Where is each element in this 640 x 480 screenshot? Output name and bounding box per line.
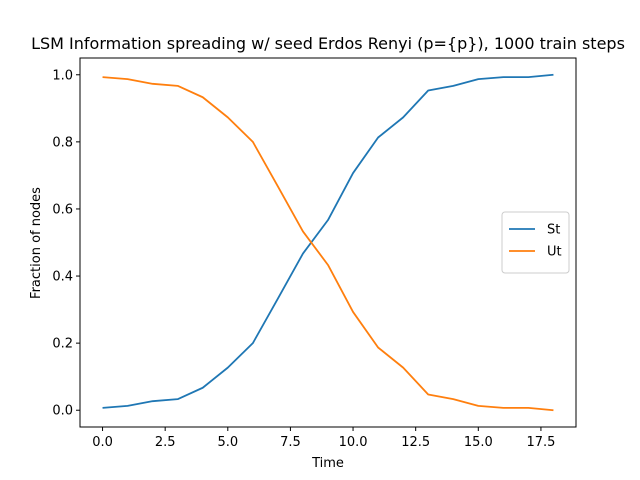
legend-box (501, 211, 570, 274)
legend-label-ut: Ut (547, 245, 562, 260)
x-tick-label: 5.0 (217, 435, 238, 450)
legend-label-st: St (547, 223, 560, 238)
y-tick-label: 0.0 (52, 404, 73, 419)
series-line-st (102, 73, 554, 409)
y-tick-label: 0.6 (52, 202, 73, 217)
x-tick-label: 0.0 (92, 435, 113, 450)
chart-title: LSM Information spreading w/ seed Erdos … (31, 34, 625, 53)
plot-area: 0.0 2.5 5.0 7.5 10.0 12.5 15.0 17.5 0.0 0.2 0.4 0.6… (52, 57, 577, 450)
y-axis-title: Fraction of nodes (29, 187, 44, 299)
series-line-ut (102, 76, 554, 412)
y-tick-label: 0.4 (52, 270, 73, 285)
y-tick-label: 1.0 (52, 68, 73, 83)
y-tick-label: 0.2 (52, 337, 73, 352)
legend: St Ut (501, 211, 570, 274)
x-axis-title: Time (311, 456, 344, 471)
x-tick-label: 12.5 (401, 435, 430, 450)
x-tick-label: 15.0 (464, 435, 493, 450)
x-tick-label: 10.0 (339, 435, 368, 450)
axes-frame (79, 57, 577, 428)
y-tick-label: 0.8 (52, 135, 73, 150)
x-tick-label: 2.5 (155, 435, 176, 450)
x-tick-label: 17.5 (526, 435, 555, 450)
x-tick-label: 7.5 (280, 435, 301, 450)
